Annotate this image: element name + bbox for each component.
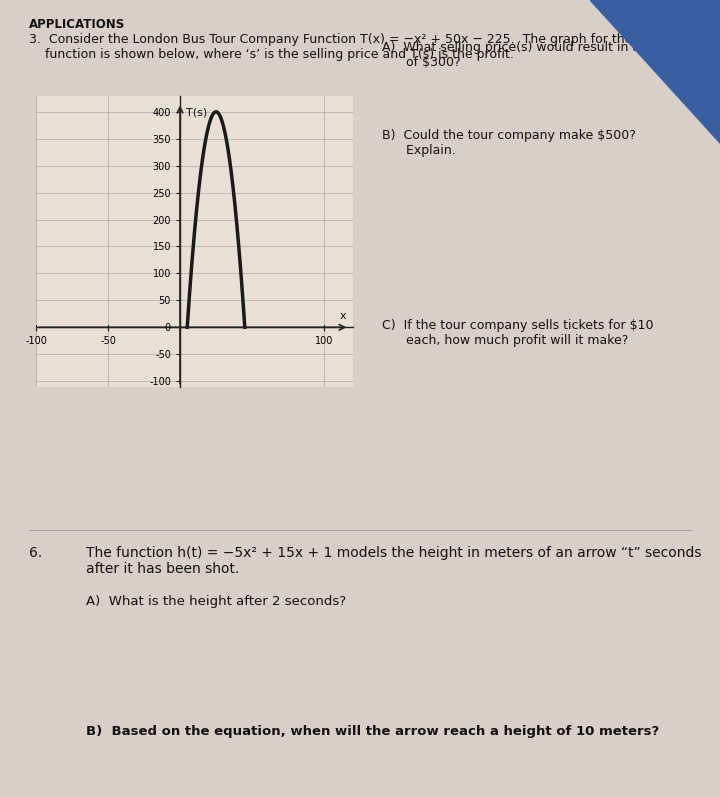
Text: C)  If the tour company sells tickets for $10
      each, how much profit will i: C) If the tour company sells tickets for…: [382, 319, 653, 347]
Text: B)  Based on the equation, when will the arrow reach a height of 10 meters?: B) Based on the equation, when will the …: [86, 725, 660, 738]
Text: The function h(t) = −5x² + 15x + 1 models the height in meters of an arrow “t” s: The function h(t) = −5x² + 15x + 1 model…: [86, 546, 702, 576]
Text: A)  What is the height after 2 seconds?: A) What is the height after 2 seconds?: [86, 595, 346, 608]
Text: B)  Could the tour company make $500?
      Explain.: B) Could the tour company make $500? Exp…: [382, 129, 636, 157]
Text: 6.: 6.: [29, 546, 42, 560]
Text: x: x: [339, 311, 346, 321]
Text: APPLICATIONS: APPLICATIONS: [29, 18, 125, 30]
Text: T(s): T(s): [186, 108, 207, 117]
Text: 3.  Consider the London Bus Tour Company Function T(x) = −x² + 50x − 225.  The g: 3. Consider the London Bus Tour Company …: [29, 33, 632, 61]
Text: A)  What selling price(s) would result in a profit
      of $300?: A) What selling price(s) would result in…: [382, 41, 677, 69]
